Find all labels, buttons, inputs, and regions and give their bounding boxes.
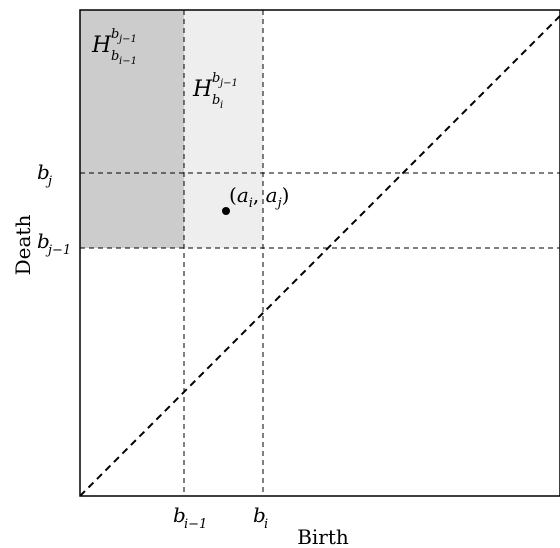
point-marker: [222, 207, 230, 215]
svg-text:i: i: [264, 517, 268, 532]
region-dark-label: H b j−1 b i−1: [91, 27, 137, 67]
svg-text:j−1: j−1: [218, 78, 238, 89]
svg-text:b: b: [253, 503, 266, 527]
svg-text:b: b: [173, 503, 186, 527]
svg-text:b: b: [212, 71, 220, 86]
y-tick-b-j: b j: [37, 160, 52, 189]
plot-frame: [79, 9, 560, 497]
svg-text:b: b: [111, 49, 119, 64]
x-axis-label: Birth: [297, 525, 349, 548]
svg-text:H: H: [192, 77, 213, 102]
region-light-label: H b j−1 b i: [192, 71, 238, 111]
svg-text:i−1: i−1: [119, 56, 137, 67]
diagonal-line: [79, 15, 560, 497]
svg-text:b: b: [212, 93, 220, 108]
point-label: (ai, aj): [229, 183, 289, 211]
svg-text:j−1: j−1: [45, 243, 71, 258]
svg-text:b: b: [37, 229, 50, 253]
svg-text:j: j: [45, 174, 52, 189]
y-axis-label: Death: [11, 215, 35, 276]
y-tick-b-j-minus-1: b j−1: [37, 229, 71, 258]
svg-text:H: H: [91, 33, 112, 58]
svg-text:j−1: j−1: [117, 34, 137, 45]
svg-text:b: b: [37, 160, 50, 184]
svg-text:i−1: i−1: [184, 517, 207, 532]
svg-text:i: i: [220, 100, 223, 111]
svg-text:b: b: [111, 27, 119, 42]
x-tick-b-i: b i: [253, 503, 268, 532]
x-tick-b-i-minus-1: b i−1: [173, 503, 207, 532]
region-dark-rect: [80, 10, 184, 248]
